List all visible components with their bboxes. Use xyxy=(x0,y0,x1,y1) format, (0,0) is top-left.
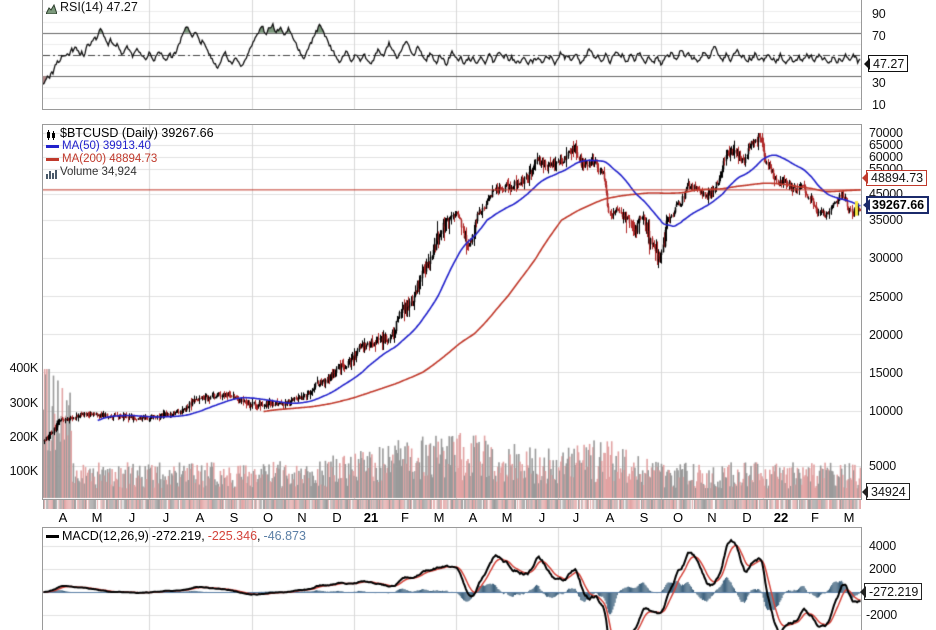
price-ytick-15000: 15000 xyxy=(869,366,903,380)
price-ytick-25000: 25000 xyxy=(869,290,903,304)
ma50-color-swatch xyxy=(46,145,59,148)
ma50-legend-row: MA(50) 39913.40 xyxy=(46,140,214,153)
rsi-area-icon xyxy=(45,3,58,14)
price-ytick-10000: 10000 xyxy=(869,404,903,418)
volume-legend-label: Volume 34,924 xyxy=(60,166,137,178)
x-axis-tick-1: M xyxy=(91,510,103,525)
macd-sep-2: , xyxy=(257,529,261,543)
macd-legend-label: MACD(12,26,9) xyxy=(62,529,149,543)
rsi-current-value: 47.27 xyxy=(873,56,905,71)
volume-value: 34924 xyxy=(871,484,906,499)
x-axis-tick-16: A xyxy=(605,510,615,525)
x-axis-tick-10: F xyxy=(401,510,409,525)
ma200-legend-row: MA(200) 48894.73 xyxy=(46,153,214,166)
x-axis-tick-7: N xyxy=(297,510,307,525)
volume-ytick-400K: 400K xyxy=(9,361,39,375)
x-axis-tick-20: D xyxy=(742,510,752,525)
rsi-ytick-10: 10 xyxy=(872,98,886,112)
price-ytick-5000: 5000 xyxy=(869,459,897,473)
macd-ytick--2000: -2000 xyxy=(866,608,897,622)
rsi-legend-label: RSI(14) 47.27 xyxy=(60,0,138,14)
x-axis-tick-11: M xyxy=(433,510,445,525)
last-price-value: 39267.66 xyxy=(872,198,925,212)
volume-ytick-300K: 300K xyxy=(9,396,39,410)
macd-value-main: -272.219 xyxy=(151,529,202,543)
macd-color-swatch xyxy=(46,535,59,538)
price-ytick-20000: 20000 xyxy=(869,328,903,342)
price-legend: $BTCUSD (Daily) 39267.66 MA(50) 39913.40… xyxy=(46,127,214,179)
x-axis-tick-18: O xyxy=(672,510,684,525)
price-legend-title: $BTCUSD (Daily) 39267.66 xyxy=(60,126,214,140)
rsi-panel xyxy=(42,0,862,110)
x-axis-tick-14: J xyxy=(538,510,546,525)
ma200-legend-label: MA(200) 48894.73 xyxy=(62,153,158,165)
macd-legend: MACD(12,26,9) -272.219 , -225.346 , -46.… xyxy=(46,530,306,543)
x-axis-tick-19: N xyxy=(707,510,717,525)
price-ytick-30000: 30000 xyxy=(869,251,903,265)
x-axis-tick-17: S xyxy=(639,510,649,525)
macd-value-hist: -46.873 xyxy=(263,529,306,543)
macd-ytick-2000: 2000 xyxy=(869,562,897,576)
rsi-ytick-90: 90 xyxy=(872,7,886,21)
volume-legend-row: Volume 34,924 xyxy=(46,166,214,179)
price-legend-title-row: $BTCUSD (Daily) 39267.66 xyxy=(46,127,214,140)
x-axis-tick-22: F xyxy=(811,510,819,525)
volume-ytick-200K: 200K xyxy=(9,430,39,444)
ma50-legend-label: MA(50) 39913.40 xyxy=(62,140,151,152)
macd-plot-canvas xyxy=(43,528,861,630)
rsi-ytick-70: 70 xyxy=(872,29,886,43)
price-ytick-35000: 35000 xyxy=(869,213,903,227)
macd-current-value: -272.219 xyxy=(869,584,919,599)
candlestick-icon xyxy=(46,129,57,140)
x-axis-tick-0: A xyxy=(58,510,68,525)
ma200-color-swatch xyxy=(46,158,59,161)
date-color-strip xyxy=(43,500,861,509)
price-plot-canvas xyxy=(43,125,861,499)
x-axis-labels: A M J J A S O N D 21 F M A M J J A S O N D 22 F M xyxy=(42,510,862,526)
ma200-value: 48894.73 xyxy=(871,171,924,185)
price-ytick-70000: 70000 xyxy=(869,126,903,140)
macd-value-signal: -225.346 xyxy=(207,529,258,543)
x-axis-tick-4: A xyxy=(195,510,205,525)
rsi-current-value-badge: 47.27 xyxy=(864,55,909,72)
x-axis-tick-23: M xyxy=(843,510,855,525)
price-ytick-65000: 65000 xyxy=(869,138,903,152)
volume-ytick-100K: 100K xyxy=(9,464,39,478)
x-axis-tick-15: J xyxy=(572,510,580,525)
macd-current-value-badge: -272.219 xyxy=(860,583,923,600)
rsi-ytick-30: 30 xyxy=(872,76,886,90)
x-axis-tick-13: M xyxy=(501,510,513,525)
x-axis-tick-3: J xyxy=(162,510,170,525)
last-price-badge: 39267.66 xyxy=(863,196,930,214)
x-axis-tick-21: 22 xyxy=(773,510,789,525)
macd-panel xyxy=(42,527,862,630)
rsi-legend: RSI(14) 47.27 xyxy=(45,0,138,14)
x-axis-tick-8: D xyxy=(332,510,342,525)
price-panel xyxy=(42,124,862,500)
x-axis-tick-12: A xyxy=(468,510,478,525)
volume-value-badge: 34924 xyxy=(862,483,910,500)
volume-bars-icon xyxy=(46,169,57,179)
macd-sep-1: , xyxy=(201,529,205,543)
x-axis-tick-2: J xyxy=(128,510,136,525)
rsi-plot-canvas xyxy=(43,0,861,109)
price-ytick-60000: 60000 xyxy=(869,150,903,164)
x-axis-tick-6: O xyxy=(262,510,274,525)
x-axis-tick-5: S xyxy=(229,510,239,525)
ma200-value-badge: 48894.73 xyxy=(862,170,928,186)
x-axis-tick-9: 21 xyxy=(363,510,379,525)
macd-ytick-4000: 4000 xyxy=(869,539,897,553)
